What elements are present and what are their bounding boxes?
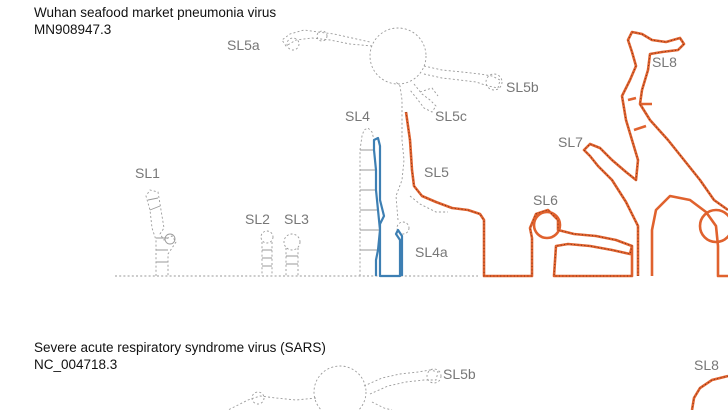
sl4-highlight-strand <box>372 136 404 278</box>
label-sl5a: SL5a <box>227 37 260 53</box>
label-sl5c: SL5c <box>435 108 467 124</box>
sl2-stem-loop <box>260 230 274 276</box>
sl4a-stem-loop <box>396 221 410 235</box>
genome-name-2: Severe acute respiratory syndrome virus … <box>34 340 326 355</box>
label-sl5: SL5 <box>424 164 449 180</box>
label-bottom-sl8: SL8 <box>694 357 719 373</box>
genome-name-1: Wuhan seafood market pneumonia virus <box>34 5 277 20</box>
label-sl7: SL7 <box>558 134 583 150</box>
genome-title-1: Wuhan seafood market pneumonia virus MN9… <box>34 4 276 38</box>
label-sl4a: SL4a <box>415 244 448 260</box>
genome-accession-1: MN908947.3 <box>34 22 112 37</box>
sl1-stem-loop <box>145 189 177 276</box>
genome-accession-2: NC_004718.3 <box>34 357 118 372</box>
label-sl1: SL1 <box>135 165 160 181</box>
label-sl5b: SL5b <box>506 79 539 95</box>
label-bottom-sl5b: SL5b <box>443 366 476 382</box>
genome-title-2: Severe acute respiratory syndrome virus … <box>34 339 326 373</box>
label-sl2: SL2 <box>245 211 270 227</box>
label-sl3: SL3 <box>284 211 309 227</box>
sl5-complex <box>281 27 503 221</box>
label-sl6: SL6 <box>533 192 558 208</box>
orf-highlight-dots <box>405 31 728 277</box>
label-sl4: SL4 <box>345 108 370 124</box>
bottom-orf-highlight <box>690 374 728 410</box>
orf-highlight <box>404 30 728 278</box>
sl3-stem-loop <box>283 233 301 276</box>
label-sl8: SL8 <box>652 54 677 70</box>
structure-bottom <box>227 365 442 410</box>
structure-top <box>115 27 503 277</box>
